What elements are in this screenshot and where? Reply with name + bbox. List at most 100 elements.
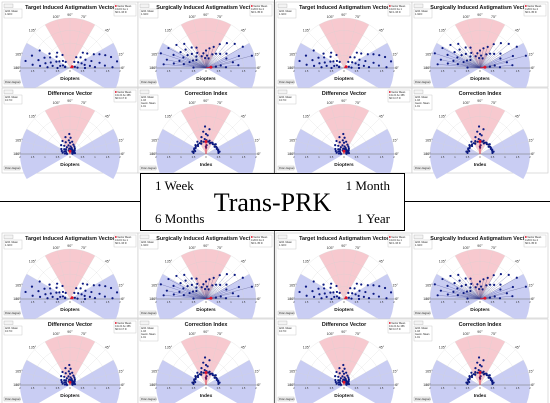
polar-diagram-button-label[interactable]: Polar diagram (415, 398, 431, 401)
tick-label: 0.5 (56, 155, 60, 159)
data-point (499, 283, 502, 286)
vector-ray (205, 44, 220, 69)
data-point (77, 61, 80, 64)
info-left-line: Geom. Mean (415, 333, 430, 336)
data-point (63, 375, 66, 378)
tick-label: 2 (155, 300, 157, 304)
polar-diagram-button[interactable]: Polar diagram (277, 310, 295, 316)
view-toggle[interactable] (277, 89, 288, 94)
view-toggle[interactable] (413, 320, 424, 325)
polar-panel-q4-3: 0°15°45°75°90°105°135°165°180°2 1.5 1 0.5 0 0… (275, 318, 413, 403)
polar-diagram-button[interactable]: Polar diagram (3, 396, 21, 402)
polar-diagram-button[interactable]: Polar diagram (3, 310, 21, 316)
view-toggle[interactable] (277, 3, 288, 8)
view-toggle[interactable] (139, 3, 150, 8)
data-point (304, 285, 308, 288)
polar-diagram-button[interactable]: Polar diagram (139, 79, 157, 85)
data-point (61, 370, 64, 374)
polar-diagram-button-label[interactable]: Polar diagram (5, 81, 21, 84)
view-toggle[interactable] (413, 234, 424, 239)
polar-diagram-button[interactable]: Polar diagram (277, 396, 295, 402)
view-toggle[interactable] (413, 89, 424, 94)
polar-diagram-button-label[interactable]: Polar diagram (415, 167, 431, 170)
view-toggle[interactable] (3, 89, 14, 94)
view-toggle[interactable] (139, 234, 150, 239)
info-left-line: Arith. Mean (279, 96, 292, 99)
data-point (73, 152, 77, 155)
vector-ray (180, 51, 207, 69)
polar-diagram-button[interactable]: Polar diagram (139, 310, 157, 316)
angle-label-180: 180° (423, 383, 431, 387)
vector-ray (458, 274, 481, 300)
polar-diagram-button-label[interactable]: Polar diagram (5, 398, 21, 401)
polar-diagram-button-label[interactable]: Polar diagram (141, 312, 157, 315)
polar-diagram-button-label[interactable]: Polar diagram (415, 81, 431, 84)
angle-label-15: 15° (254, 138, 260, 142)
polar-diagram-button-label[interactable]: Polar diagram (279, 312, 295, 315)
polar-diagram-button-label[interactable]: Polar diagram (141, 81, 157, 84)
polar-diagram-button[interactable]: Polar diagram (3, 165, 21, 171)
polar-diagram-button[interactable]: Polar diagram (413, 165, 431, 171)
polar-diagram-button-label[interactable]: Polar diagram (5, 167, 21, 170)
vector-ray (479, 277, 488, 300)
tick-label: 1.5 (516, 155, 520, 159)
polar-diagram-button-label[interactable]: Polar diagram (141, 398, 157, 401)
polar-diagram-button[interactable]: Polar diagram (413, 310, 431, 316)
data-point (98, 292, 101, 295)
polar-diagram-button-label[interactable]: Polar diagram (279, 81, 295, 84)
polar-diagram-button-label[interactable]: Polar diagram (279, 167, 295, 170)
tick-label: 1 (504, 155, 506, 159)
data-point (60, 147, 63, 151)
view-toggle[interactable] (139, 89, 150, 94)
angle-label-135: 135° (165, 115, 173, 119)
data-point (98, 61, 101, 64)
angle-label-90: 90° (203, 330, 209, 334)
mean-point (342, 149, 346, 153)
view-toggle[interactable] (3, 3, 14, 8)
data-point (323, 287, 326, 290)
data-point (46, 297, 49, 300)
data-point (83, 66, 87, 70)
view-toggle[interactable] (413, 3, 424, 8)
polar-diagram-button-label[interactable]: Polar diagram (279, 398, 295, 401)
polar-diagram-button-label[interactable]: Polar diagram (415, 312, 431, 315)
view-toggle[interactable] (3, 320, 14, 325)
vector-ray (205, 277, 214, 300)
polar-diagram-button[interactable]: Polar diagram (277, 79, 295, 85)
vector-ray (457, 57, 481, 69)
tick-label: 1.5 (516, 69, 520, 73)
polar-diagram-button[interactable]: Polar diagram (277, 165, 295, 171)
vector-ray (185, 49, 207, 69)
polar-diagram-button-label[interactable]: Polar diagram (141, 167, 157, 170)
polar-diagram-button[interactable]: Polar diagram (3, 79, 21, 85)
view-toggle[interactable] (277, 234, 288, 239)
view-toggle[interactable] (139, 320, 150, 325)
data-point (212, 143, 216, 146)
polar-diagram-button[interactable]: Polar diagram (413, 396, 431, 402)
angle-label-15: 15° (528, 138, 534, 142)
vector-ray (475, 56, 481, 69)
data-point (323, 292, 326, 295)
info-left-line: Arith. Mean (5, 327, 18, 330)
polar-diagram-button[interactable]: Polar diagram (139, 396, 157, 402)
data-point (46, 66, 49, 69)
data-point (214, 283, 218, 286)
data-point (64, 291, 67, 294)
angle-label-0: 0° (257, 152, 261, 156)
info-right-line: 0.10 D Ax 1 (115, 8, 129, 11)
view-toggle[interactable] (3, 234, 14, 239)
vector-ray (447, 285, 481, 300)
data-point (342, 378, 345, 381)
data-point (196, 374, 200, 377)
polar-diagram-button[interactable]: Polar diagram (139, 165, 157, 171)
polar-diagram-button[interactable]: Polar diagram (413, 79, 431, 85)
data-points (334, 363, 351, 386)
data-point (31, 294, 34, 297)
view-toggle[interactable] (277, 320, 288, 325)
data-point (49, 287, 52, 290)
data-point (482, 139, 485, 142)
info-right-line: 0.10 D Ax 1 (389, 239, 403, 242)
info-left-line: Arith. Mean (141, 10, 154, 13)
polar-diagram-button-label[interactable]: Polar diagram (5, 312, 21, 315)
